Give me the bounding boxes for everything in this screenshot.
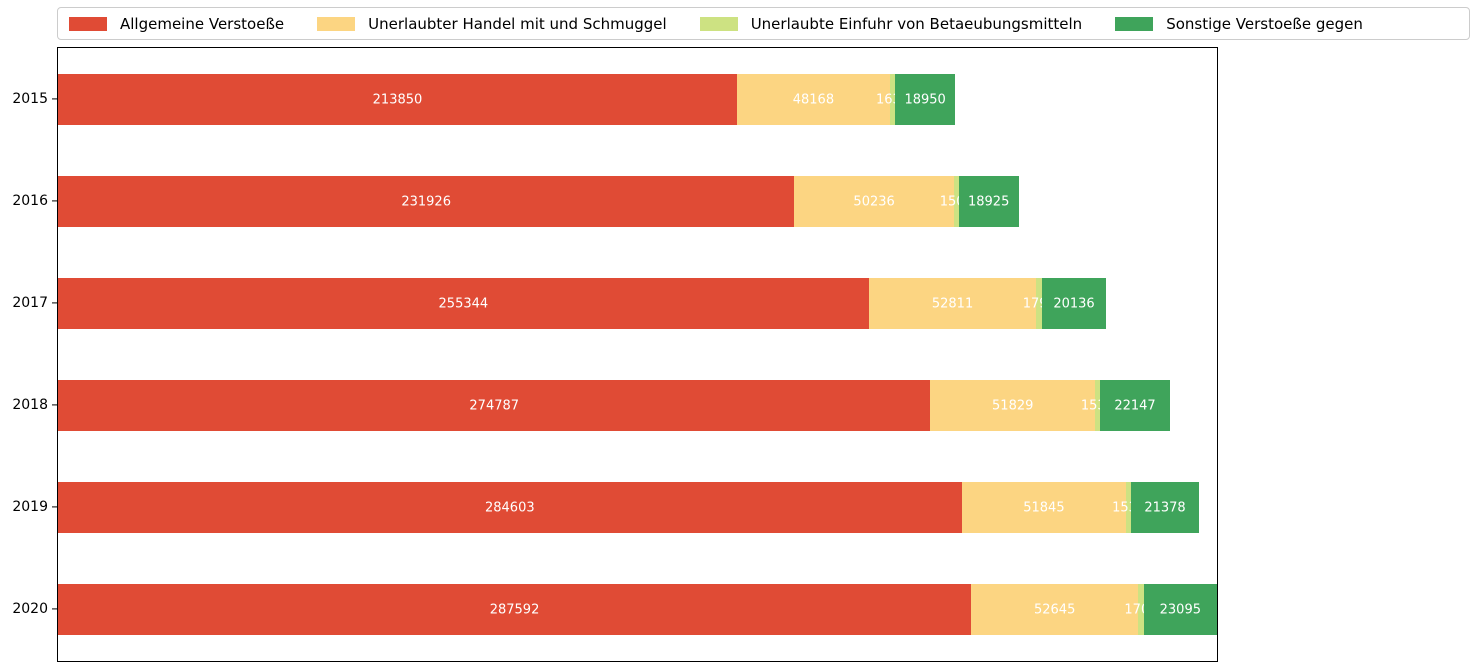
bar-row-2020: 287592 52645 1703 23095 <box>58 584 1217 635</box>
bar-value-label: 22147 <box>1114 398 1156 413</box>
bar-value-label: 51829 <box>992 398 1034 413</box>
bar-value-label: 255344 <box>438 296 489 311</box>
bar-segment: 18950 <box>895 74 956 125</box>
legend-entry: Unerlaubte Einfuhr von Betaeubungsmittel… <box>699 14 1083 33</box>
bar-value-label: 20136 <box>1053 296 1095 311</box>
y-tick-mark <box>52 403 57 406</box>
legend-label: Sonstige Verstoeße gegen <box>1166 14 1363 33</box>
y-axis: 2015 2016 2017 2018 2019 2020 <box>0 47 57 662</box>
legend-entry: Allgemeine Verstoeße <box>69 15 284 33</box>
y-tick-label: 2017 <box>12 294 48 311</box>
y-tick-label: 2016 <box>12 192 48 209</box>
bar-value-label: 284603 <box>484 500 535 515</box>
y-tick-label: 2020 <box>12 600 48 617</box>
bar-value-label: 48168 <box>792 92 835 107</box>
bar-segment: 20136 <box>1042 278 1106 329</box>
bar-segment: 52645 <box>971 584 1139 635</box>
bar-segment: 51829 <box>930 380 1095 431</box>
y-tick-label: 2019 <box>12 498 48 515</box>
chart-legend: Allgemeine Verstoeße Unerlaubter Handel m… <box>57 7 1470 40</box>
bar-row-2016: 231926 50236 1507 18925 <box>58 176 1217 227</box>
bar-segment: 52811 <box>868 278 1037 329</box>
legend-swatch-icon <box>69 16 107 31</box>
bar-value-label: 18950 <box>904 92 946 107</box>
bar-segment: 231926 <box>58 176 795 227</box>
bar-segment: 287592 <box>58 584 972 635</box>
bar-value-label: 21378 <box>1144 500 1186 515</box>
bar-segment: 284603 <box>58 482 962 533</box>
bar-value-label: 51845 <box>1023 500 1065 515</box>
bar-segment: 51845 <box>961 482 1127 533</box>
bar-row-2018: 274787 51829 1538 22147 <box>58 380 1217 431</box>
bar-row-2015: 213850 48168 1636 18950 <box>58 74 1217 125</box>
y-tick-mark <box>52 301 57 304</box>
legend-label: Unerlaubter Handel mit und Schmuggel <box>368 14 667 33</box>
bar-segment: 23095 <box>1143 584 1217 635</box>
legend-entry: Sonstige Verstoeße gegen <box>1115 15 1363 33</box>
legend-swatch-icon <box>317 16 356 31</box>
bar-segment: 213850 <box>58 74 737 125</box>
y-tick-label: 2018 <box>12 396 48 413</box>
legend-label: Allgemeine Verstoeße <box>120 14 285 33</box>
bar-value-label: 274787 <box>469 398 520 413</box>
bar-segment: 18925 <box>958 176 1019 227</box>
y-tick-mark <box>52 607 57 610</box>
bar-row-2017: 255344 52811 1794 20136 <box>58 278 1217 329</box>
bar-segment: 274787 <box>58 380 931 431</box>
bar-segment: 50236 <box>794 176 954 227</box>
y-tick-mark <box>52 505 57 508</box>
plot-area: 213850 48168 1636 18950 231926 50236 1507 18925… <box>57 47 1218 662</box>
y-tick-label: 2015 <box>12 90 48 107</box>
bar-value-label: 213850 <box>372 92 423 107</box>
bar-value-label: 18925 <box>967 194 1010 209</box>
y-tick-mark <box>52 97 57 100</box>
y-tick-mark <box>52 199 57 202</box>
bar-segment: 21378 <box>1131 482 1199 533</box>
legend-label: Unerlaubte Einfuhr von Betaeubungsmittel… <box>750 14 1083 33</box>
bar-segment: 22147 <box>1099 380 1171 431</box>
legend-swatch-icon <box>1115 16 1154 31</box>
bar-value-label: 50236 <box>853 194 895 209</box>
bar-row-2019: 284603 51845 1530 21378 <box>58 482 1217 533</box>
bar-segment: 255344 <box>58 278 869 329</box>
bar-value-label: 231926 <box>401 194 451 209</box>
bar-value-label: 52811 <box>931 296 974 311</box>
bar-segment: 48168 <box>736 74 890 125</box>
bar-value-label: 52645 <box>1033 602 1076 617</box>
bar-value-label: 23095 <box>1159 602 1201 617</box>
bar-value-label: 287592 <box>489 602 540 617</box>
legend-entry: Unerlaubter Handel mit und Schmuggel <box>317 15 667 33</box>
legend-swatch-icon <box>699 16 738 31</box>
